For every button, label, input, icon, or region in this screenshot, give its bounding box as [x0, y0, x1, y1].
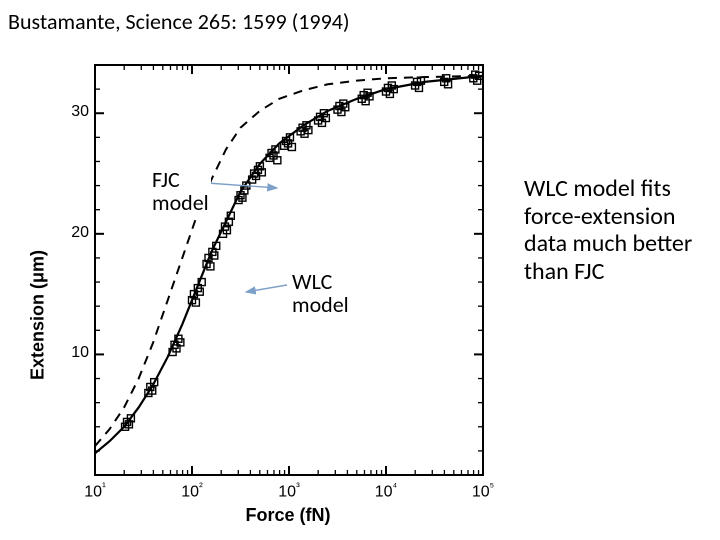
- force-extension-chart: Extension (μm) Force (fN) 10 20 30 10¹ 10² 1…: [20, 55, 500, 530]
- fjc-model-annotation: FJCmodel: [150, 167, 211, 215]
- y-tick-label: 30: [63, 103, 89, 121]
- chart-svg: [20, 55, 500, 530]
- y-axis-label: Extension (μm): [28, 250, 49, 380]
- x-tick-label: 10¹: [80, 481, 110, 501]
- page-title: Bustamante, Science 265: 1599 (1994): [8, 8, 350, 35]
- x-tick-label: 10³: [274, 481, 304, 501]
- y-tick-label: 10: [63, 344, 89, 362]
- wlc-curve: [95, 76, 483, 453]
- commentary-text: WLC model fits force-extension data much…: [524, 175, 714, 285]
- annotation-arrow: [246, 285, 287, 292]
- y-tick-label: 20: [63, 224, 89, 242]
- x-tick-label: 10⁴: [371, 481, 401, 501]
- wlc-model-annotation: WLCmodel: [290, 269, 351, 317]
- x-tick-label: 10⁵: [468, 481, 498, 501]
- x-tick-label: 10²: [177, 481, 207, 501]
- x-axis-label: Force (fN): [246, 505, 331, 526]
